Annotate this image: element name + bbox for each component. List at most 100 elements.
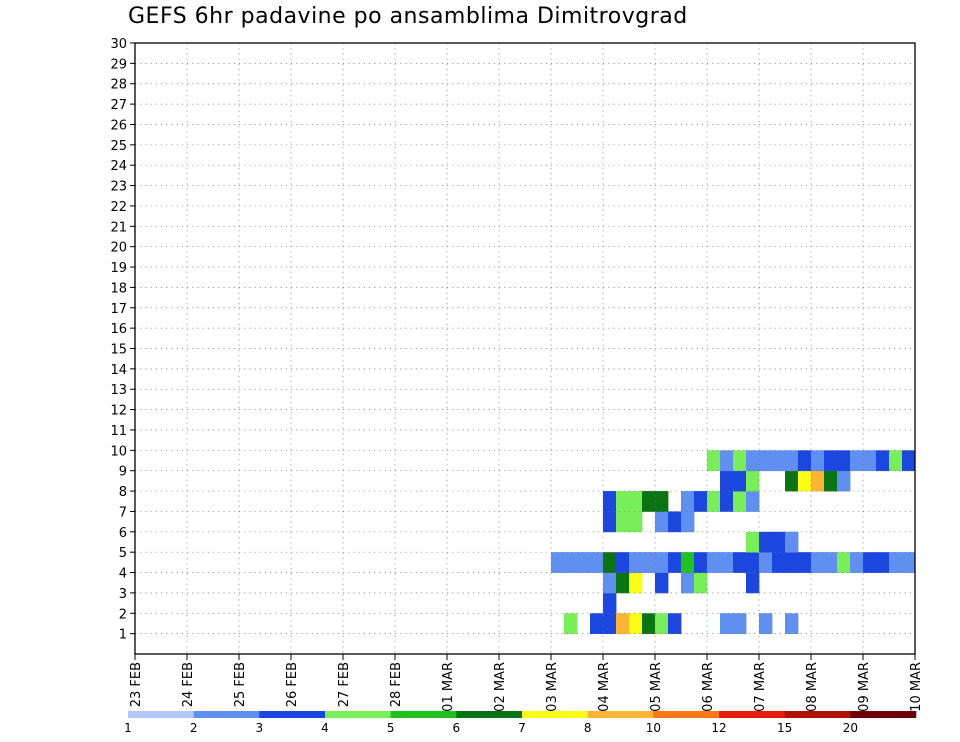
legend-label: 12 [711, 721, 726, 735]
heatmap-cell [759, 552, 773, 573]
legend-label: 1 [124, 721, 132, 735]
heatmap-cell [720, 470, 734, 492]
heatmap-cell [772, 531, 786, 553]
heatmap-cell [824, 470, 838, 492]
heatmap-cell [837, 552, 851, 573]
legend-label: 4 [321, 721, 329, 735]
heatmap-cell [694, 552, 708, 573]
heatmap-cell [876, 552, 890, 573]
y-tick-label: 3 [119, 587, 127, 602]
heatmap-cell [590, 552, 604, 573]
y-tick-label: 14 [110, 363, 127, 378]
legend-label: 15 [777, 721, 792, 735]
chart-title: GEFS 6hr padavine po ansamblima Dimitrov… [128, 4, 688, 29]
heatmap-cell [655, 511, 669, 533]
y-tick-label: 19 [110, 261, 127, 276]
x-tick-label: 09 MAR [857, 662, 872, 712]
heatmap-cell [668, 511, 682, 533]
heatmap-cell [811, 470, 825, 492]
y-tick-label: 18 [110, 281, 127, 296]
legend-swatch [128, 711, 194, 718]
legend-swatch [259, 711, 326, 718]
heatmap-cell [759, 450, 773, 472]
x-axis: 23 FEB 24 FEB 25 FEB 26 FEB 27 FEB 28 FEB 01 M… [129, 654, 924, 712]
legend-label: 7 [518, 721, 526, 735]
heatmap-cell [772, 552, 786, 573]
heatmap-cell [603, 491, 617, 512]
heatmap-cell [733, 470, 747, 492]
heatmap-cell [720, 491, 734, 512]
heatmap-cell [785, 531, 799, 553]
heatmap-cell [772, 450, 786, 472]
x-tick-label: 10 MAR [909, 662, 924, 712]
y-tick-label: 26 [110, 118, 127, 133]
heatmap-cell [850, 450, 864, 472]
legend-swatch [522, 711, 588, 718]
heatmap-cell [642, 491, 656, 512]
x-tick-label: 24 FEB [181, 662, 196, 707]
heatmap-cell [785, 613, 799, 635]
heatmap-cell [707, 552, 721, 573]
heatmap-cell [811, 552, 825, 573]
heatmap-cell [616, 572, 630, 594]
heatmap-cell [655, 552, 669, 573]
y-tick-label: 27 [110, 98, 127, 113]
heatmap-cell [850, 552, 864, 573]
heatmap-cell [681, 552, 695, 573]
heatmap-cell [798, 552, 812, 573]
heatmap-cell [733, 552, 747, 573]
y-tick-label: 10 [110, 444, 127, 459]
legend-swatch [653, 711, 720, 718]
heatmap-cell [590, 613, 604, 635]
heatmap-cell [668, 613, 682, 635]
heatmap-cell [655, 491, 669, 512]
heatmap-cells [551, 450, 916, 635]
heatmap-cell [837, 450, 851, 472]
y-tick-label: 8 [119, 485, 127, 500]
heatmap-cell [746, 531, 760, 553]
y-tick-label: 12 [110, 404, 127, 419]
legend-label: 10 [646, 721, 661, 735]
legend-label: 6 [453, 721, 461, 735]
y-tick-label: 24 [110, 159, 127, 174]
heatmap-cell [629, 613, 643, 635]
y-tick-label: 9 [119, 465, 127, 480]
heatmap-cell [577, 552, 591, 573]
legend-swatch [719, 711, 785, 718]
heatmap-cell [824, 552, 838, 573]
heatmap-cell [733, 613, 747, 635]
heatmap-cell [824, 450, 838, 472]
heatmap-cell [707, 491, 721, 512]
heatmap-cell [876, 450, 890, 472]
y-tick-label: 5 [119, 546, 127, 561]
y-tick-label: 28 [110, 78, 127, 93]
heatmap-cell [616, 491, 630, 512]
heatmap-cell [785, 450, 799, 472]
heatmap-cell [629, 491, 643, 512]
legend-label: 20 [843, 721, 858, 735]
legend-swatch [850, 711, 917, 718]
heatmap-cell [642, 613, 656, 635]
heatmap-cell [629, 511, 643, 533]
x-tick-label: 04 MAR [597, 662, 612, 712]
heatmap-cell [759, 531, 773, 553]
x-tick-label: 28 FEB [389, 662, 404, 707]
x-tick-label: 05 MAR [649, 662, 664, 712]
heatmap-cell [720, 450, 734, 472]
heatmap-cell [746, 491, 760, 512]
heatmap-cell [655, 572, 669, 594]
x-tick-label: 01 MAR [441, 662, 456, 712]
y-tick-label: 16 [110, 322, 127, 337]
legend-label: 8 [584, 721, 592, 735]
y-axis: 1234567891011121314151617181920212223242… [110, 37, 135, 643]
heatmap-cell [564, 552, 578, 573]
color-legend: 1 2 3 4 5 6 7 8 10 12 15 20 [124, 711, 917, 735]
y-tick-label: 4 [119, 567, 127, 582]
heatmap-cell [863, 450, 877, 472]
x-tick-label: 07 MAR [753, 662, 768, 712]
heatmap-cell [759, 613, 773, 635]
legend-swatch [325, 711, 391, 718]
heatmap-cell [889, 450, 903, 472]
heatmap-cell [837, 470, 851, 492]
